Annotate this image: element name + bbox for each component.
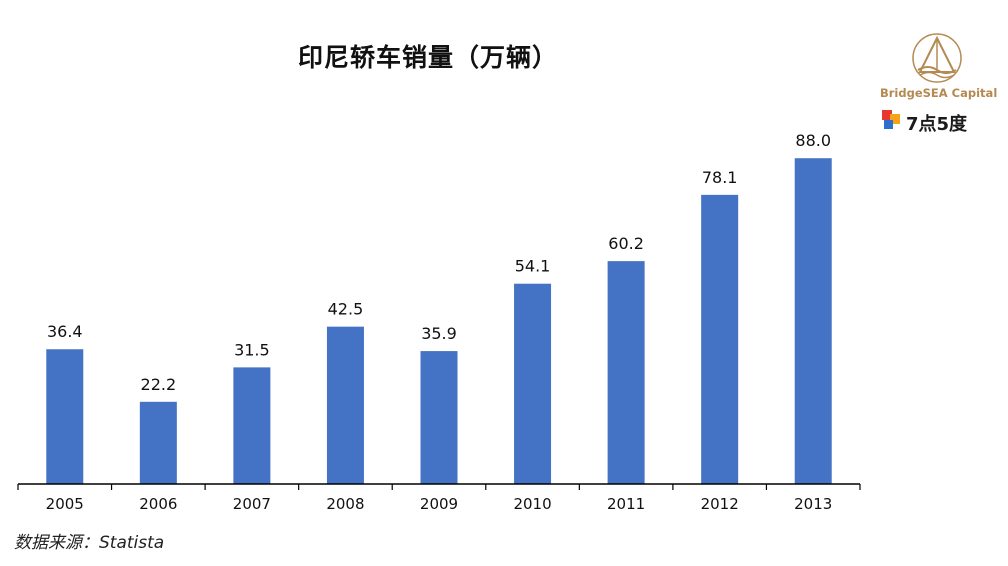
value-label-2005: 36.4 bbox=[47, 322, 83, 341]
value-label-2006: 22.2 bbox=[141, 375, 177, 394]
value-label-2009: 35.9 bbox=[421, 324, 457, 343]
secondary-logo-text: 7点5度 bbox=[906, 114, 968, 135]
category-label-2012: 2012 bbox=[701, 495, 739, 513]
category-label-2009: 2009 bbox=[420, 495, 458, 513]
value-label-2007: 31.5 bbox=[234, 340, 270, 359]
bar-2007 bbox=[233, 367, 271, 484]
value-label-2011: 60.2 bbox=[608, 234, 644, 253]
color-squares-icon bbox=[882, 110, 900, 129]
category-label-2005: 2005 bbox=[46, 495, 84, 513]
bar-2013 bbox=[794, 158, 832, 484]
value-label-2008: 42.5 bbox=[328, 300, 364, 319]
value-label-2013: 88.0 bbox=[795, 131, 831, 150]
x-axis bbox=[17, 483, 861, 490]
bridgesea-emblem-icon bbox=[912, 33, 962, 83]
category-label-2007: 2007 bbox=[233, 495, 271, 513]
category-labels-group: 2005 2006 2007 2008 2009 2010 2011 2012 2013 bbox=[46, 495, 833, 513]
bar-2012 bbox=[701, 194, 739, 484]
bars-group bbox=[46, 158, 832, 484]
value-label-2012: 78.1 bbox=[702, 168, 738, 187]
bar-2006 bbox=[139, 401, 177, 484]
value-label-2010: 54.1 bbox=[515, 257, 551, 276]
chart-title: 印尼轿车销量（万辆） bbox=[298, 43, 559, 72]
data-source-note: 数据来源：Statista bbox=[14, 533, 165, 553]
bar-2008 bbox=[326, 326, 364, 484]
category-label-2010: 2010 bbox=[513, 495, 551, 513]
value-labels-group: 36.4 22.2 31.5 42.5 35.9 54.1 60.2 78.1 88.0 bbox=[47, 131, 831, 394]
bridgesea-logo-text: BridgeSEA Capital bbox=[880, 86, 998, 100]
bar-2010 bbox=[514, 283, 552, 484]
category-label-2013: 2013 bbox=[794, 495, 832, 513]
category-label-2011: 2011 bbox=[607, 495, 645, 513]
bar-2009 bbox=[420, 351, 458, 484]
category-label-2008: 2008 bbox=[326, 495, 364, 513]
category-label-2006: 2006 bbox=[139, 495, 177, 513]
bar-2005 bbox=[46, 349, 84, 484]
bar-2011 bbox=[607, 261, 645, 484]
